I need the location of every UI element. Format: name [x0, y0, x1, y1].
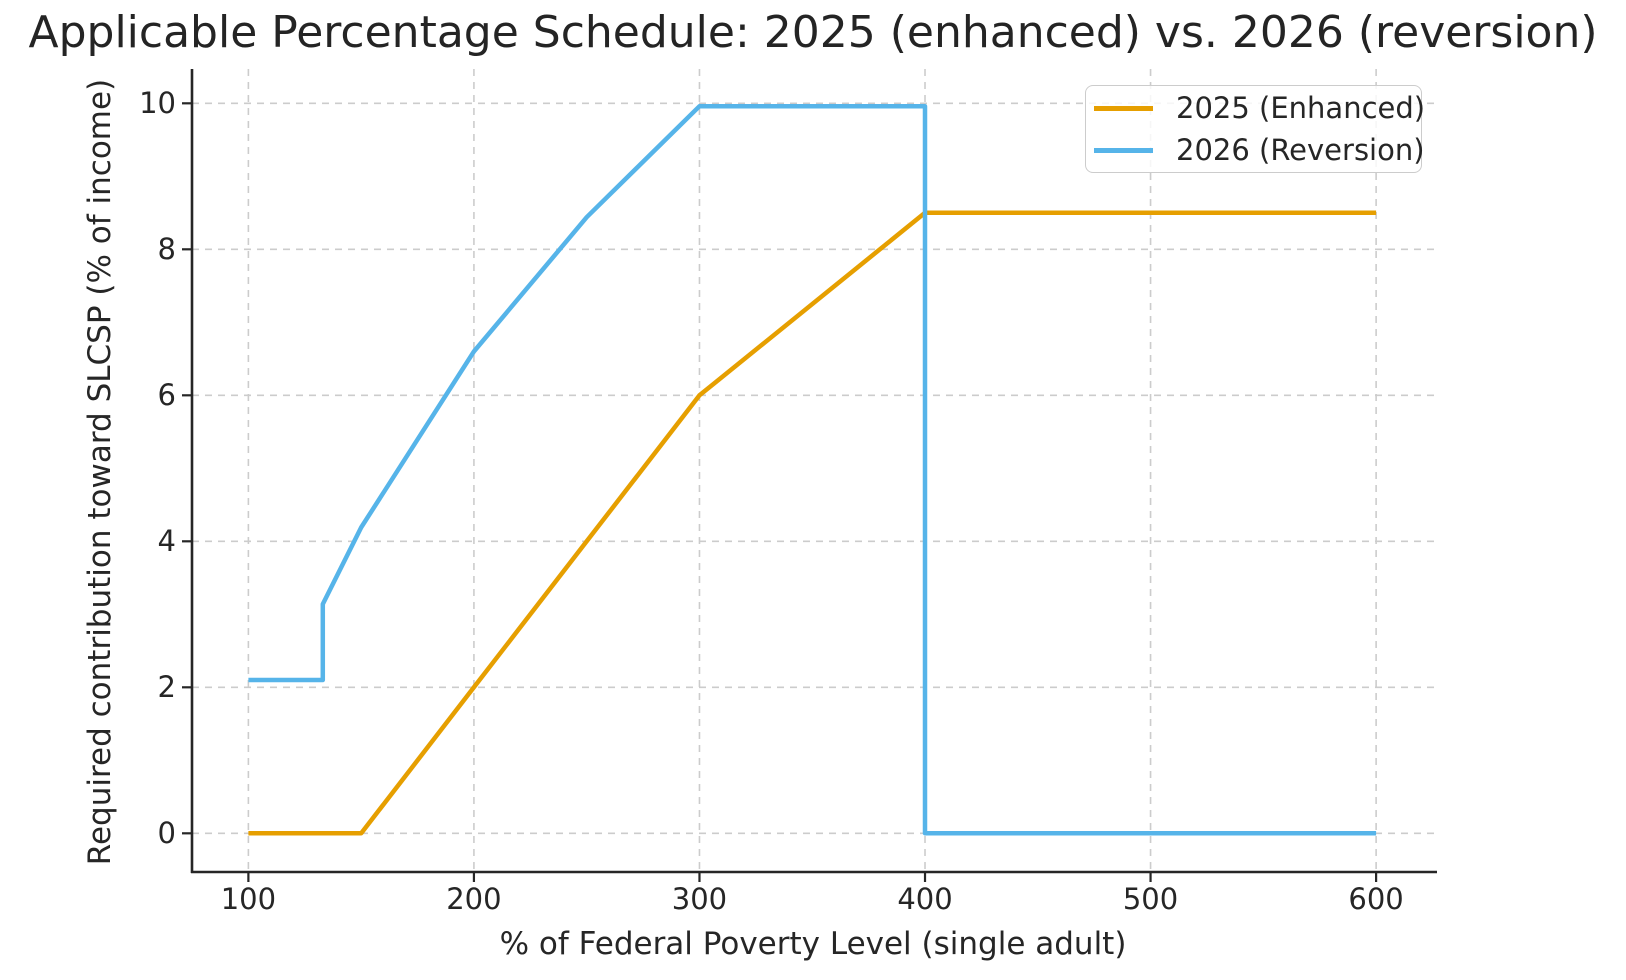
y-tick-label: 4: [157, 524, 176, 559]
y-tick-label: 10: [139, 86, 176, 121]
y-tick-label: 6: [157, 378, 176, 413]
x-tick-label: 500: [1122, 882, 1179, 916]
legend-swatch-2026-reversion: [1094, 147, 1153, 153]
x-tick-label: 600: [1348, 882, 1404, 916]
legend-label-2025-enhanced: 2025 (Enhanced): [1176, 91, 1426, 125]
legend-item-2026-reversion: 2026 (Reversion): [1086, 133, 1425, 167]
series-line-0: [248, 210, 1377, 836]
y-axis-label: Required contribution toward SLCSP (% of…: [82, 78, 118, 866]
x-tick-label: 100: [220, 882, 277, 916]
series-line-1: [248, 103, 1377, 836]
legend-item-2025-enhanced: 2025 (Enhanced): [1086, 91, 1425, 125]
chart-title: Applicable Percentage Schedule: 2025 (en…: [28, 7, 1598, 58]
x-axis-label: % of Federal Poverty Level (single adult…: [499, 926, 1127, 962]
y-tick-label: 0: [157, 816, 176, 851]
legend-swatch-2025-enhanced: [1094, 105, 1153, 111]
y-tick-label: 2: [157, 670, 176, 705]
y-tick-label: 8: [157, 232, 176, 267]
x-tick-label: 400: [897, 882, 953, 916]
legend-label-2026-reversion: 2026 (Reversion): [1176, 133, 1425, 167]
x-tick-label: 200: [446, 882, 502, 916]
x-tick-label: 300: [671, 882, 728, 916]
legend: 2025 (Enhanced) 2026 (Reversion): [1085, 85, 1425, 173]
